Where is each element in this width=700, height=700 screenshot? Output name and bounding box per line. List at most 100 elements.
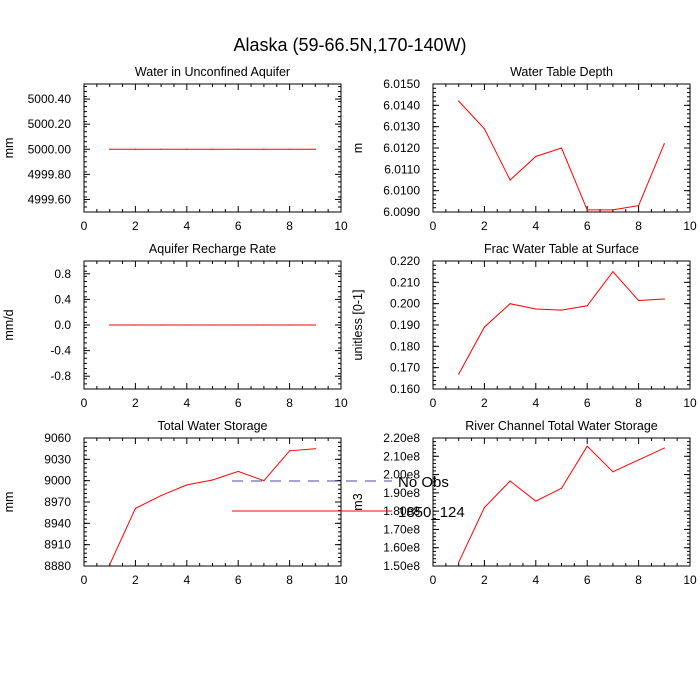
x-tick-label: 10 [334, 573, 348, 587]
y-tick-label: 0.220 [390, 254, 420, 268]
data-point [237, 324, 239, 326]
series-line-1850_124 [109, 448, 316, 565]
data-point [638, 299, 640, 302]
y-tick-label: 0.180 [390, 339, 420, 353]
figure-title: Alaska (59-66.5N,170-140W) [233, 35, 466, 55]
x-tick-label: 6 [584, 573, 591, 587]
data-point [109, 148, 111, 150]
x-tick-label: 0 [430, 396, 437, 410]
y-tick-label: 0.210 [390, 275, 420, 289]
y-tick-label: 9030 [44, 452, 71, 466]
y-tick-label: 6.0090 [383, 205, 420, 219]
y-tick-label: 6.0100 [383, 184, 420, 198]
y-tick-label: 2.20e8 [383, 431, 420, 445]
x-tick-label: 2 [132, 396, 139, 410]
panel-title: Water in Unconfined Aquifer [135, 65, 290, 79]
y-tick-label: 1.70e8 [383, 522, 420, 536]
panel-4: Frac Water Table at Surface 0 2 4 6 8 10 0.160 0… [351, 242, 697, 410]
data-point [186, 324, 188, 326]
y-tick-label: 8970 [44, 495, 71, 509]
x-tick-label: 8 [635, 573, 642, 587]
series-line-1850_124 [458, 270, 665, 375]
panel-2: Water Table Depth 0 2 4 6 8 10 6.0090 6.0100 6.01… [351, 65, 697, 233]
y-tick-label: 6.0110 [384, 162, 420, 176]
y-tick-label: 9000 [44, 474, 71, 488]
x-tick-label: 0 [430, 573, 437, 587]
data-point [289, 450, 291, 452]
data-point [160, 148, 162, 150]
y-tick-label: 1.80e8 [383, 504, 420, 518]
panel-1: Water in Unconfined Aquifer 0 2 4 6 8 10 4999.6… [2, 65, 348, 233]
data-point [483, 128, 485, 130]
y-tick-label: 2.10e8 [383, 449, 420, 463]
data-point [263, 148, 265, 150]
x-tick-label: 6 [235, 396, 242, 410]
data-point [314, 148, 316, 150]
x-tick-label: 4 [532, 396, 539, 410]
data-point [237, 470, 239, 473]
x-tick-label: 10 [683, 219, 697, 233]
y-tick-label: 9060 [44, 431, 71, 445]
x-tick-label: 6 [584, 396, 591, 410]
x-tick-label: 8 [286, 573, 293, 587]
y-axis-label: mm/d [2, 309, 16, 340]
panel-title: Water Table Depth [510, 65, 613, 79]
x-tick-label: 4 [183, 396, 190, 410]
data-point [483, 326, 485, 328]
panel-6: River Channel Total Water Storage 0 2 4 6 8 10… [351, 419, 697, 587]
data-point [458, 373, 460, 375]
data-point [134, 324, 136, 326]
y-tick-label: 0.170 [390, 361, 420, 375]
legend-label-1850-124: 1850_124 [398, 504, 465, 521]
x-tick-label: 0 [81, 396, 88, 410]
x-tick-label: 0 [81, 573, 88, 587]
y-axis-label: unitless [0-1] [351, 290, 365, 361]
x-tick-label: 10 [683, 396, 697, 410]
panel-title: Total Water Storage [157, 419, 267, 433]
series-line-1850_124 [458, 445, 665, 563]
data-point [160, 324, 162, 326]
y-tick-label: 5000.20 [28, 117, 72, 131]
x-tick-label: 4 [183, 219, 190, 233]
x-tick-label: 0 [430, 219, 437, 233]
y-tick-label: 0.190 [390, 318, 420, 332]
data-point [509, 179, 511, 181]
y-tick-label: 6.0120 [383, 141, 420, 155]
data-point [509, 303, 511, 305]
panel-3: Aquifer Recharge Rate 0 2 4 6 8 10 -0.8 -0.4 0.0 0… [2, 242, 348, 410]
data-point [586, 209, 588, 211]
x-tick-label: 0 [81, 219, 88, 233]
data-point [560, 487, 563, 489]
y-tick-label: 2.00e8 [383, 468, 420, 482]
data-point [289, 324, 291, 326]
y-tick-label: 4999.80 [28, 167, 72, 181]
data-point [289, 148, 291, 150]
x-tick-label: 2 [481, 573, 488, 587]
data-point [612, 471, 614, 473]
data-point [560, 147, 563, 149]
x-tick-label: 2 [481, 219, 488, 233]
data-point [535, 500, 537, 502]
y-tick-label: 8940 [44, 516, 71, 530]
plot-frame [432, 260, 691, 390]
data-point [109, 324, 111, 326]
x-tick-label: 6 [235, 219, 242, 233]
y-tick-label: 4999.60 [28, 192, 72, 206]
x-tick-label: 4 [532, 573, 539, 587]
data-point [509, 480, 511, 482]
y-tick-label: 1.50e8 [383, 559, 420, 573]
x-tick-label: 8 [635, 219, 642, 233]
data-point [186, 484, 188, 486]
y-tick-label: 0.200 [390, 297, 420, 311]
x-tick-label: 2 [132, 219, 139, 233]
y-tick-label: 1.90e8 [383, 486, 420, 500]
y-tick-label: 6.0130 [383, 120, 420, 134]
y-axis-label: m [351, 143, 365, 153]
y-tick-label: 0.4 [54, 292, 71, 306]
data-point [458, 561, 460, 563]
data-point [535, 155, 537, 158]
data-point [663, 143, 665, 145]
data-point [160, 495, 162, 497]
y-tick-label: 0.8 [54, 267, 71, 281]
